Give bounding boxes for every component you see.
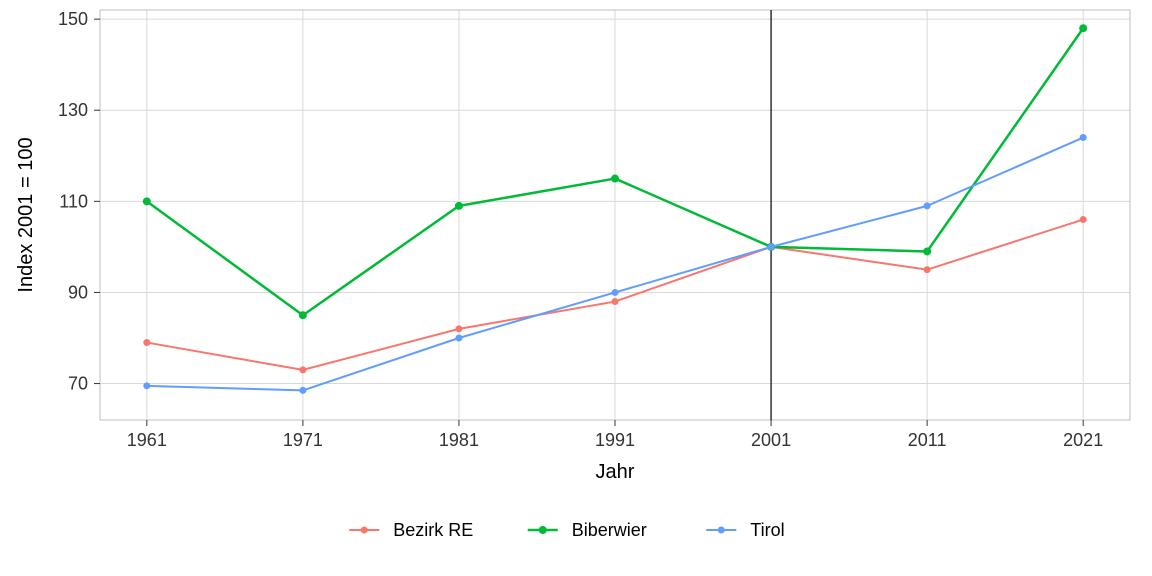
legend-marker — [361, 527, 368, 534]
series-point — [924, 266, 931, 273]
x-axis-title: Jahr — [596, 461, 635, 483]
y-tick-label: 110 — [59, 191, 88, 211]
y-tick-label: 150 — [58, 9, 88, 29]
series-point — [455, 202, 463, 210]
x-tick-label: 1981 — [439, 430, 479, 450]
y-tick-label: 70 — [68, 374, 88, 394]
series-point — [612, 289, 619, 296]
x-tick-label: 1971 — [283, 430, 323, 450]
series-point — [143, 197, 151, 205]
series-point — [1080, 134, 1087, 141]
series-point — [299, 311, 307, 319]
x-tick-label: 1991 — [595, 430, 635, 450]
legend-marker — [539, 526, 547, 534]
series-point — [1079, 24, 1087, 32]
legend-label: Biberwier — [572, 520, 647, 540]
series-point — [299, 387, 306, 394]
series-point — [299, 366, 306, 373]
legend-label: Bezirk RE — [393, 520, 473, 540]
series-point — [923, 247, 931, 255]
x-tick-label: 2021 — [1063, 430, 1103, 450]
legend-label: Tirol — [750, 520, 784, 540]
series-point — [455, 325, 462, 332]
series-point — [768, 243, 775, 250]
legend-marker — [718, 527, 725, 534]
y-tick-label: 90 — [68, 282, 88, 302]
line-chart: 1961 1971 1981 1991 2001 2011 2021 70 90 110 130 15… — [0, 0, 1152, 576]
x-tick-label: 1961 — [127, 430, 167, 450]
series-point — [611, 175, 619, 183]
series-point — [924, 202, 931, 209]
series-point — [455, 335, 462, 342]
x-tick-label: 2011 — [908, 430, 947, 450]
y-axis-title: Index 2001 = 100 — [15, 137, 37, 292]
series-point — [612, 298, 619, 305]
y-tick-label: 130 — [58, 100, 88, 120]
series-point — [143, 339, 150, 346]
series-point — [1080, 216, 1087, 223]
x-tick-label: 2001 — [751, 430, 791, 450]
chart-container: 1961 1971 1981 1991 2001 2011 2021 70 90 110 130 15… — [0, 0, 1152, 576]
series-point — [143, 382, 150, 389]
